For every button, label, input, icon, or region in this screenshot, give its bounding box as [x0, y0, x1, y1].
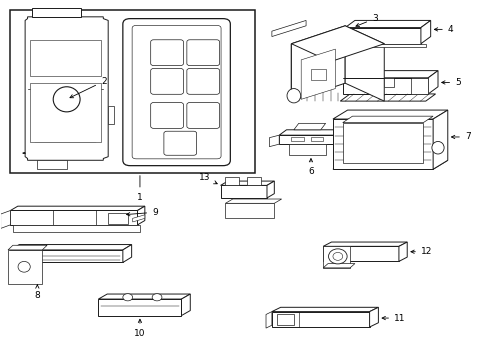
Polygon shape	[421, 21, 431, 44]
Polygon shape	[10, 211, 138, 225]
Polygon shape	[225, 203, 274, 218]
Polygon shape	[323, 242, 407, 246]
Text: 12: 12	[411, 247, 432, 256]
Text: 6: 6	[308, 159, 314, 176]
Polygon shape	[8, 250, 42, 284]
Polygon shape	[266, 312, 272, 328]
FancyBboxPatch shape	[187, 68, 220, 94]
Text: 10: 10	[134, 319, 146, 338]
Polygon shape	[333, 33, 345, 39]
Polygon shape	[289, 144, 326, 155]
Text: 5: 5	[441, 78, 461, 87]
Polygon shape	[279, 130, 343, 135]
Polygon shape	[340, 94, 436, 101]
Polygon shape	[10, 206, 145, 211]
Ellipse shape	[18, 261, 30, 272]
Text: 4: 4	[434, 25, 453, 34]
Polygon shape	[323, 246, 399, 261]
Polygon shape	[428, 71, 438, 94]
Polygon shape	[345, 28, 421, 44]
Polygon shape	[333, 119, 433, 169]
Polygon shape	[98, 294, 190, 299]
Polygon shape	[8, 245, 47, 250]
Bar	[37, 160, 67, 169]
Polygon shape	[323, 246, 350, 268]
Bar	[292, 137, 304, 141]
Polygon shape	[433, 110, 448, 169]
Bar	[30, 83, 101, 142]
Ellipse shape	[432, 141, 444, 154]
Polygon shape	[123, 244, 132, 262]
Polygon shape	[294, 123, 326, 130]
Bar	[30, 40, 101, 76]
Polygon shape	[345, 26, 384, 101]
Polygon shape	[133, 215, 145, 222]
FancyBboxPatch shape	[151, 40, 183, 66]
Bar	[311, 69, 326, 80]
Polygon shape	[343, 78, 428, 94]
Polygon shape	[301, 49, 335, 99]
Bar	[277, 315, 294, 325]
Polygon shape	[279, 135, 335, 144]
Polygon shape	[272, 307, 378, 312]
Polygon shape	[32, 8, 81, 17]
Polygon shape	[369, 307, 378, 327]
Polygon shape	[343, 71, 438, 78]
Bar	[311, 137, 323, 141]
Text: 13: 13	[198, 173, 217, 184]
Polygon shape	[0, 211, 10, 228]
Text: 3: 3	[356, 14, 378, 27]
Polygon shape	[333, 110, 448, 119]
Bar	[225, 177, 239, 185]
Ellipse shape	[287, 89, 301, 103]
Polygon shape	[272, 312, 369, 327]
FancyBboxPatch shape	[187, 40, 220, 66]
Polygon shape	[292, 26, 384, 62]
Text: 11: 11	[382, 314, 406, 323]
Polygon shape	[225, 199, 282, 203]
Polygon shape	[220, 185, 267, 198]
Polygon shape	[345, 21, 431, 28]
Polygon shape	[399, 242, 407, 261]
Circle shape	[123, 294, 133, 301]
Polygon shape	[335, 130, 343, 144]
FancyBboxPatch shape	[132, 26, 221, 159]
Polygon shape	[138, 206, 145, 225]
Polygon shape	[98, 299, 181, 316]
Bar	[108, 107, 114, 125]
Polygon shape	[272, 21, 306, 37]
Bar	[108, 213, 128, 224]
Polygon shape	[343, 116, 433, 123]
Polygon shape	[181, 294, 190, 316]
Text: 1: 1	[137, 176, 143, 202]
Ellipse shape	[333, 252, 343, 260]
Polygon shape	[270, 135, 279, 147]
Polygon shape	[13, 225, 140, 232]
Polygon shape	[10, 250, 123, 262]
Bar	[10, 10, 255, 173]
Polygon shape	[333, 160, 448, 169]
FancyBboxPatch shape	[151, 68, 183, 94]
Polygon shape	[343, 44, 426, 47]
Bar	[247, 177, 261, 185]
Text: 8: 8	[34, 285, 40, 300]
Polygon shape	[292, 26, 345, 101]
FancyBboxPatch shape	[187, 103, 220, 129]
Polygon shape	[10, 244, 132, 250]
Polygon shape	[343, 78, 428, 94]
Circle shape	[152, 294, 162, 301]
Text: 9: 9	[126, 208, 158, 217]
Polygon shape	[267, 181, 274, 198]
Polygon shape	[220, 181, 274, 185]
Polygon shape	[343, 123, 423, 163]
Polygon shape	[23, 17, 108, 160]
FancyBboxPatch shape	[151, 103, 183, 129]
Ellipse shape	[329, 249, 347, 264]
Ellipse shape	[53, 87, 80, 112]
FancyBboxPatch shape	[123, 19, 230, 166]
Text: 2: 2	[70, 77, 106, 98]
FancyBboxPatch shape	[164, 131, 196, 155]
Polygon shape	[323, 264, 355, 268]
Text: 7: 7	[451, 132, 470, 141]
